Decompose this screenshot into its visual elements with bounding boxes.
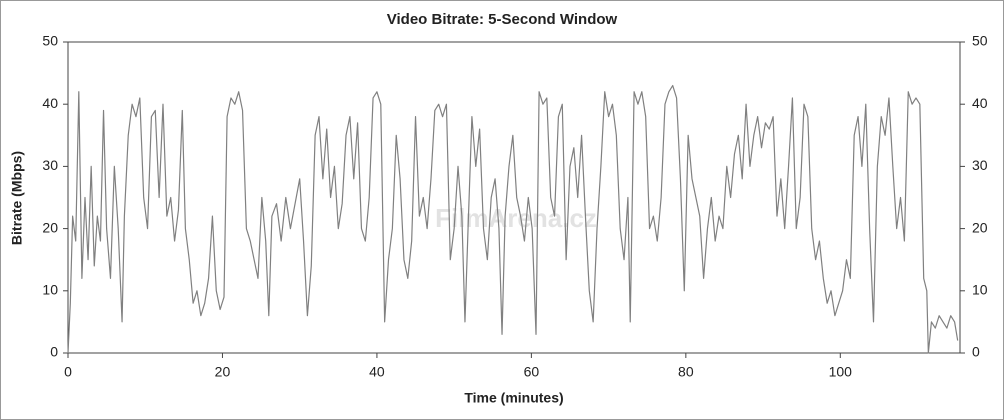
y2-tick-label: 0 — [972, 344, 980, 360]
x-tick-label: 80 — [678, 364, 694, 380]
x-tick-label: 100 — [829, 364, 853, 380]
y2-tick-label: 40 — [972, 95, 988, 111]
y-tick-label: 40 — [42, 95, 58, 111]
bitrate-line — [67, 84, 959, 354]
y2-tick-label: 10 — [972, 282, 988, 298]
x-tick-label: 40 — [369, 364, 385, 380]
y2-tick-label: 50 — [972, 33, 988, 49]
y-tick-label: 10 — [42, 282, 58, 298]
y-tick-label: 0 — [50, 344, 58, 360]
y2-tick-label: 20 — [972, 219, 988, 235]
x-tick-label: 0 — [64, 364, 72, 380]
y2-tick-label: 30 — [972, 157, 988, 173]
x-tick-label: 60 — [524, 364, 540, 380]
y-axis-label: Bitrate (Mbps) — [9, 151, 25, 245]
chart-title: Video Bitrate: 5-Second Window — [387, 11, 618, 28]
plot-frame — [67, 41, 961, 354]
watermark: FilmArena.cz — [435, 203, 597, 233]
x-tick-label: 20 — [215, 364, 231, 380]
y-tick-label: 30 — [42, 157, 58, 173]
y-tick-label: 20 — [42, 219, 58, 235]
y-tick-label: 50 — [42, 33, 58, 49]
x-axis-label: Time (minutes) — [464, 390, 563, 406]
